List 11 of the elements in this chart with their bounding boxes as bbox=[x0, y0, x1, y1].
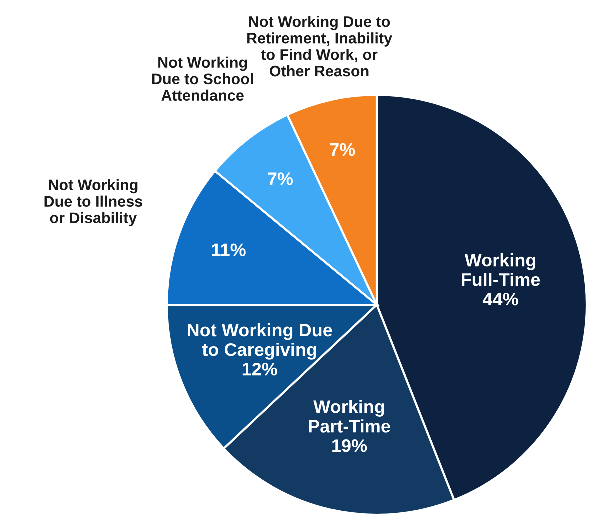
slice-label: Not Working Due to Caregiving bbox=[188, 323, 332, 360]
data-label: 11% bbox=[212, 244, 246, 256]
slice-label: Not Working Due to Illness or Disability bbox=[44, 179, 142, 227]
data-label: 7% bbox=[268, 172, 294, 186]
data-label: 12% bbox=[242, 362, 278, 376]
slice-label: Working Part-Time bbox=[309, 400, 390, 433]
data-label: 44% bbox=[482, 292, 518, 306]
slice-label: Not Working Due to School Attendance bbox=[152, 56, 254, 102]
data-label: 19% bbox=[332, 440, 368, 452]
data-label: 7% bbox=[330, 143, 356, 156]
slice-label: Working Full-Time bbox=[462, 253, 540, 286]
